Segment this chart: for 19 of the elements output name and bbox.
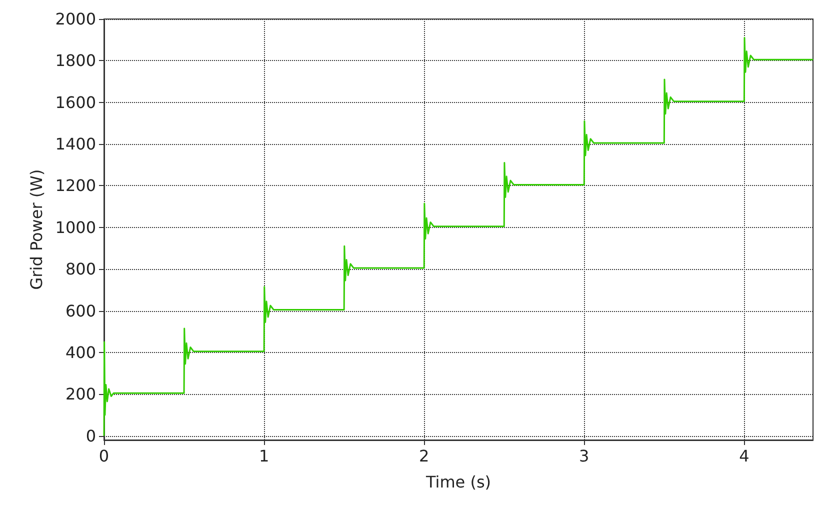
y-axis-title: Grid Power (W) <box>26 169 46 290</box>
x-tick-label: 2 <box>418 446 430 466</box>
x-tick-label: 4 <box>739 446 750 466</box>
y-tick-label: 600 <box>65 301 96 320</box>
y-tick-label: 1600 <box>55 92 96 112</box>
y-tick-label: 200 <box>65 384 96 404</box>
line-series <box>103 37 814 437</box>
y-tick-label: 0 <box>86 426 96 446</box>
x-tick-label: 1 <box>258 446 270 466</box>
x-tick-label: 3 <box>579 446 590 466</box>
x-tick-label: 0 <box>98 446 110 466</box>
y-tick-label: 1200 <box>55 176 96 196</box>
y-tick-label: 400 <box>65 342 96 362</box>
y-tick-label: 1800 <box>55 51 96 70</box>
y-tick-label: 1000 <box>55 218 96 237</box>
x-axis-title: Time (s) <box>424 472 492 492</box>
y-tick-label: 800 <box>65 260 96 279</box>
y-tick-label: 2000 <box>55 10 96 28</box>
y-tick-label: 1400 <box>55 134 96 154</box>
